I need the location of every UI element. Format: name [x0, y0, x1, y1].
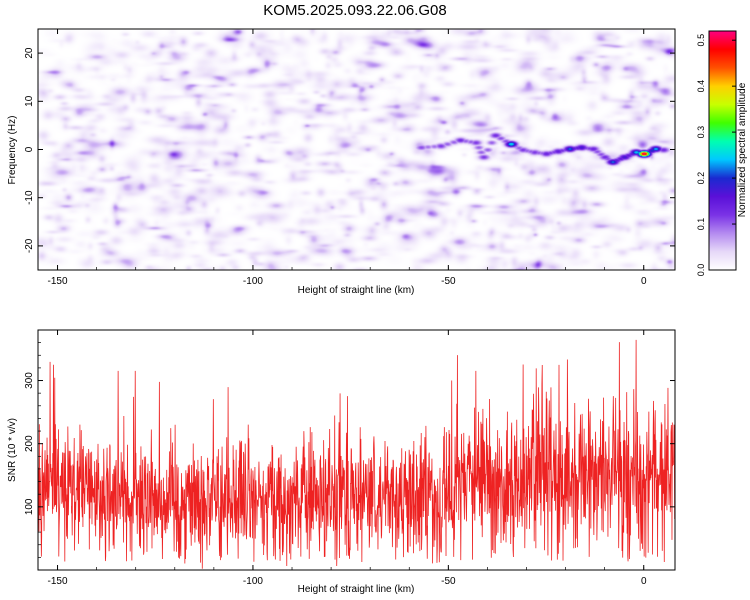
- chart-title: KOM5.2025.093.22.06.G08: [263, 2, 446, 19]
- spectrogram-x-axis-label: Height of straight line (km): [298, 285, 415, 296]
- spectrogram-x-ticks: -150 -100 -50 0: [48, 29, 647, 287]
- spectrogram-x-tick-label: -100: [243, 276, 263, 287]
- snr-x-axis-label: Height of straight line (km): [298, 584, 415, 595]
- spectrogram-y-tick-label: 20: [24, 47, 35, 59]
- snr-x-tick-label: 0: [641, 576, 647, 587]
- colorbar-tick-label: 0.3: [696, 126, 706, 139]
- spectrogram-y-ticks: -20 -10 0 10 20: [24, 47, 675, 253]
- snr-panel: -150 -100 -50 0 100 200 300 Height of straigh…: [7, 329, 676, 595]
- snr-x-tick-label: -100: [243, 576, 263, 587]
- snr-frame: [37, 329, 676, 571]
- colorbar-label: Normalized spectral amplitude: [737, 82, 748, 217]
- colorbar: 0.0 0.1 0.2 0.3 0.4 0.5 Normalized spectral a…: [696, 30, 748, 277]
- snr-y-ticks: 100 200 300: [24, 342, 675, 558]
- colorbar-gradient: [709, 31, 736, 270]
- snr-x-ticks: -150 -100 -50 0: [48, 330, 647, 587]
- spectrogram-heatmap: [38, 29, 675, 270]
- spectrogram-x-tick-label: -150: [48, 276, 68, 287]
- snr-x-tick-label: -50: [441, 576, 456, 587]
- spectrogram-y-axis-label: Frequency (Hz): [7, 116, 18, 185]
- colorbar-tick-label: 0.4: [696, 80, 706, 93]
- spectrogram-y-tick-label: -20: [24, 238, 35, 253]
- snr-y-tick-label: 100: [24, 498, 35, 515]
- colorbar-frame: [708, 30, 737, 271]
- spectrogram-x-tick-label: 0: [641, 276, 647, 287]
- spectrogram-y-tick-label: -10: [24, 190, 35, 205]
- snr-series: [37, 339, 676, 569]
- colorbar-tick-label: 0.5: [696, 34, 706, 47]
- spectrogram-x-tick-label: -50: [441, 276, 456, 287]
- colorbar-tick-label: 0.0: [696, 264, 706, 277]
- snr-line: [37, 339, 676, 569]
- spectrogram-y-tick-label: 0: [24, 146, 35, 152]
- colorbar-tick-label: 0.1: [696, 218, 706, 231]
- snr-y-tick-label: 200: [24, 435, 35, 452]
- colorbar-tick-label: 0.2: [696, 172, 706, 185]
- snr-y-axis-label: SNR (10 * v/v): [7, 418, 18, 482]
- spectrogram-y-tick-label: 10: [24, 95, 35, 107]
- snr-y-tick-label: 300: [24, 372, 35, 389]
- snr-x-tick-label: -150: [48, 576, 68, 587]
